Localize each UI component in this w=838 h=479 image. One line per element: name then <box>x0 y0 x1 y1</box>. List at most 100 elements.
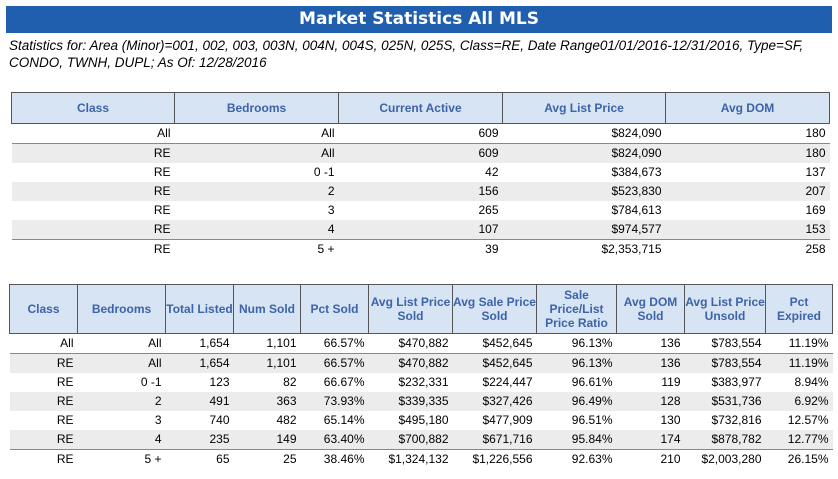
column-header: Avg List Price Unsold <box>684 284 766 334</box>
table-cell: $1,226,556 <box>472 452 533 466</box>
table-cell: 11.19% <box>765 353 833 373</box>
table-cell: RE <box>56 375 74 389</box>
table-cell: $383,977 <box>711 375 762 389</box>
column-header: Pct Sold <box>300 284 369 334</box>
table-cell: RE <box>56 452 74 466</box>
table-cell: $2,353,715 <box>601 242 662 256</box>
table-cell: $2,003,280 <box>701 452 762 466</box>
table-cell: 136 <box>616 353 685 373</box>
table-cell: 2 <box>77 392 166 411</box>
table-cell: RE <box>153 165 171 179</box>
table-cell: $523,830 <box>502 182 666 201</box>
table-cell: 258 <box>805 242 826 256</box>
table-cell: 82 <box>283 375 297 389</box>
table-cell: 25 <box>283 452 297 466</box>
column-header: Class <box>9 284 78 334</box>
table-cell: 210 <box>660 452 681 466</box>
table-cell: 207 <box>665 182 830 201</box>
table-cell: 0 -1 <box>313 165 335 179</box>
table-row: RE 5 + 65 25 38.46% $1,324,132 $1,226,556 92.63… <box>10 450 833 470</box>
column-header: Pct Expired <box>765 284 833 334</box>
table-cell: $452,645 <box>452 353 537 373</box>
current-active-table: Class Bedrooms Current Active Avg List P… <box>11 92 830 259</box>
table-cell: $339,335 <box>368 392 453 411</box>
table-cell: $878,782 <box>684 430 766 450</box>
table-cell: 740 <box>209 413 230 427</box>
column-header: Avg Sale Price Sold <box>452 284 537 334</box>
table-cell: 11.19% <box>765 333 833 354</box>
table-cell: RE <box>9 430 78 450</box>
table-header-row: Class Bedrooms Current Active Avg List P… <box>11 92 830 124</box>
table-cell: 180 <box>665 143 830 163</box>
report-title: Market Statistics All MLS <box>6 6 832 33</box>
table-cell: RE <box>153 242 171 256</box>
table-cell: $232,331 <box>398 375 449 389</box>
table-cell: 66.67% <box>323 375 365 389</box>
column-header: Sale Price/List Price Ratio <box>536 284 617 334</box>
column-header: Bedrooms <box>174 92 339 124</box>
table-cell: 180 <box>665 123 830 144</box>
table-cell: 4 <box>174 220 339 240</box>
table-cell: 95.84% <box>536 430 617 450</box>
table-cell: $824,090 <box>502 123 666 144</box>
table-cell: 2 <box>174 182 339 201</box>
table-row: RE 3 265 $784,613 169 <box>12 201 830 220</box>
table-cell: 66.57% <box>300 333 369 354</box>
table-cell: $671,716 <box>452 430 537 450</box>
table-row: RE 4 107 $974,577 153 <box>11 220 830 240</box>
table-cell: $784,613 <box>611 203 662 217</box>
table-cell: 96.13% <box>536 333 617 354</box>
table-cell: $824,090 <box>502 143 666 163</box>
table-cell: 0 -1 <box>140 375 162 389</box>
table-cell: $224,447 <box>482 375 533 389</box>
table-cell: 130 <box>660 413 681 427</box>
table-cell: 96.51% <box>571 413 613 427</box>
table-cell: 26.15% <box>787 452 829 466</box>
table-cell: All <box>77 333 166 354</box>
table-cell: 39 <box>485 242 499 256</box>
table-cell: 42 <box>485 165 499 179</box>
table-cell: $477,909 <box>482 413 533 427</box>
table-row: RE 2 156 $523,830 207 <box>11 182 830 201</box>
table-cell: 5 + <box>144 452 162 466</box>
table-cell: 137 <box>805 165 826 179</box>
table-cell: All <box>174 123 339 144</box>
table-cell: 174 <box>616 430 685 450</box>
table-cell: 156 <box>338 182 503 201</box>
table-cell: 123 <box>209 375 230 389</box>
table-cell: $327,426 <box>452 392 537 411</box>
table-cell: $732,816 <box>711 413 762 427</box>
table-cell: 63.40% <box>300 430 369 450</box>
table-row: RE All 609 $824,090 180 <box>11 143 830 163</box>
statistics-criteria: Statistics for: Area (Minor)=001, 002, 0… <box>9 38 804 70</box>
table-cell: $700,882 <box>368 430 453 450</box>
table-cell: $470,882 <box>368 353 453 373</box>
table-cell: 38.46% <box>323 452 365 466</box>
table-cell: 149 <box>233 430 301 450</box>
column-header: Avg List Price <box>502 92 666 124</box>
column-header: Total Listed <box>165 284 234 334</box>
column-header: Current Active <box>338 92 503 124</box>
table-cell: 363 <box>233 392 301 411</box>
table-cell: 12.77% <box>765 430 833 450</box>
table-cell: $783,554 <box>684 333 766 354</box>
table-cell: 3 <box>154 413 162 427</box>
table-cell: 119 <box>661 375 681 389</box>
table-cell: 1,101 <box>233 353 301 373</box>
table-cell: All <box>77 353 166 373</box>
table-cell: 169 <box>805 203 826 217</box>
table-cell: $1,324,132 <box>388 452 449 466</box>
column-header: Avg List Price Sold <box>368 284 453 334</box>
table-cell: 609 <box>338 123 503 144</box>
table-cell: RE <box>56 413 74 427</box>
table-cell: $495,180 <box>398 413 449 427</box>
column-header: Avg DOM <box>665 92 830 124</box>
table-cell: 128 <box>616 392 685 411</box>
table-cell: All <box>11 123 175 144</box>
table-cell: 4 <box>77 430 166 450</box>
table-row: RE 2 491 363 73.93% $339,335 $327,426 96.49% 128… <box>9 392 833 411</box>
table-cell: 5 + <box>317 242 335 256</box>
table-cell: 66.57% <box>300 353 369 373</box>
table-cell: 136 <box>616 333 685 354</box>
table-cell: 1,101 <box>233 333 301 354</box>
